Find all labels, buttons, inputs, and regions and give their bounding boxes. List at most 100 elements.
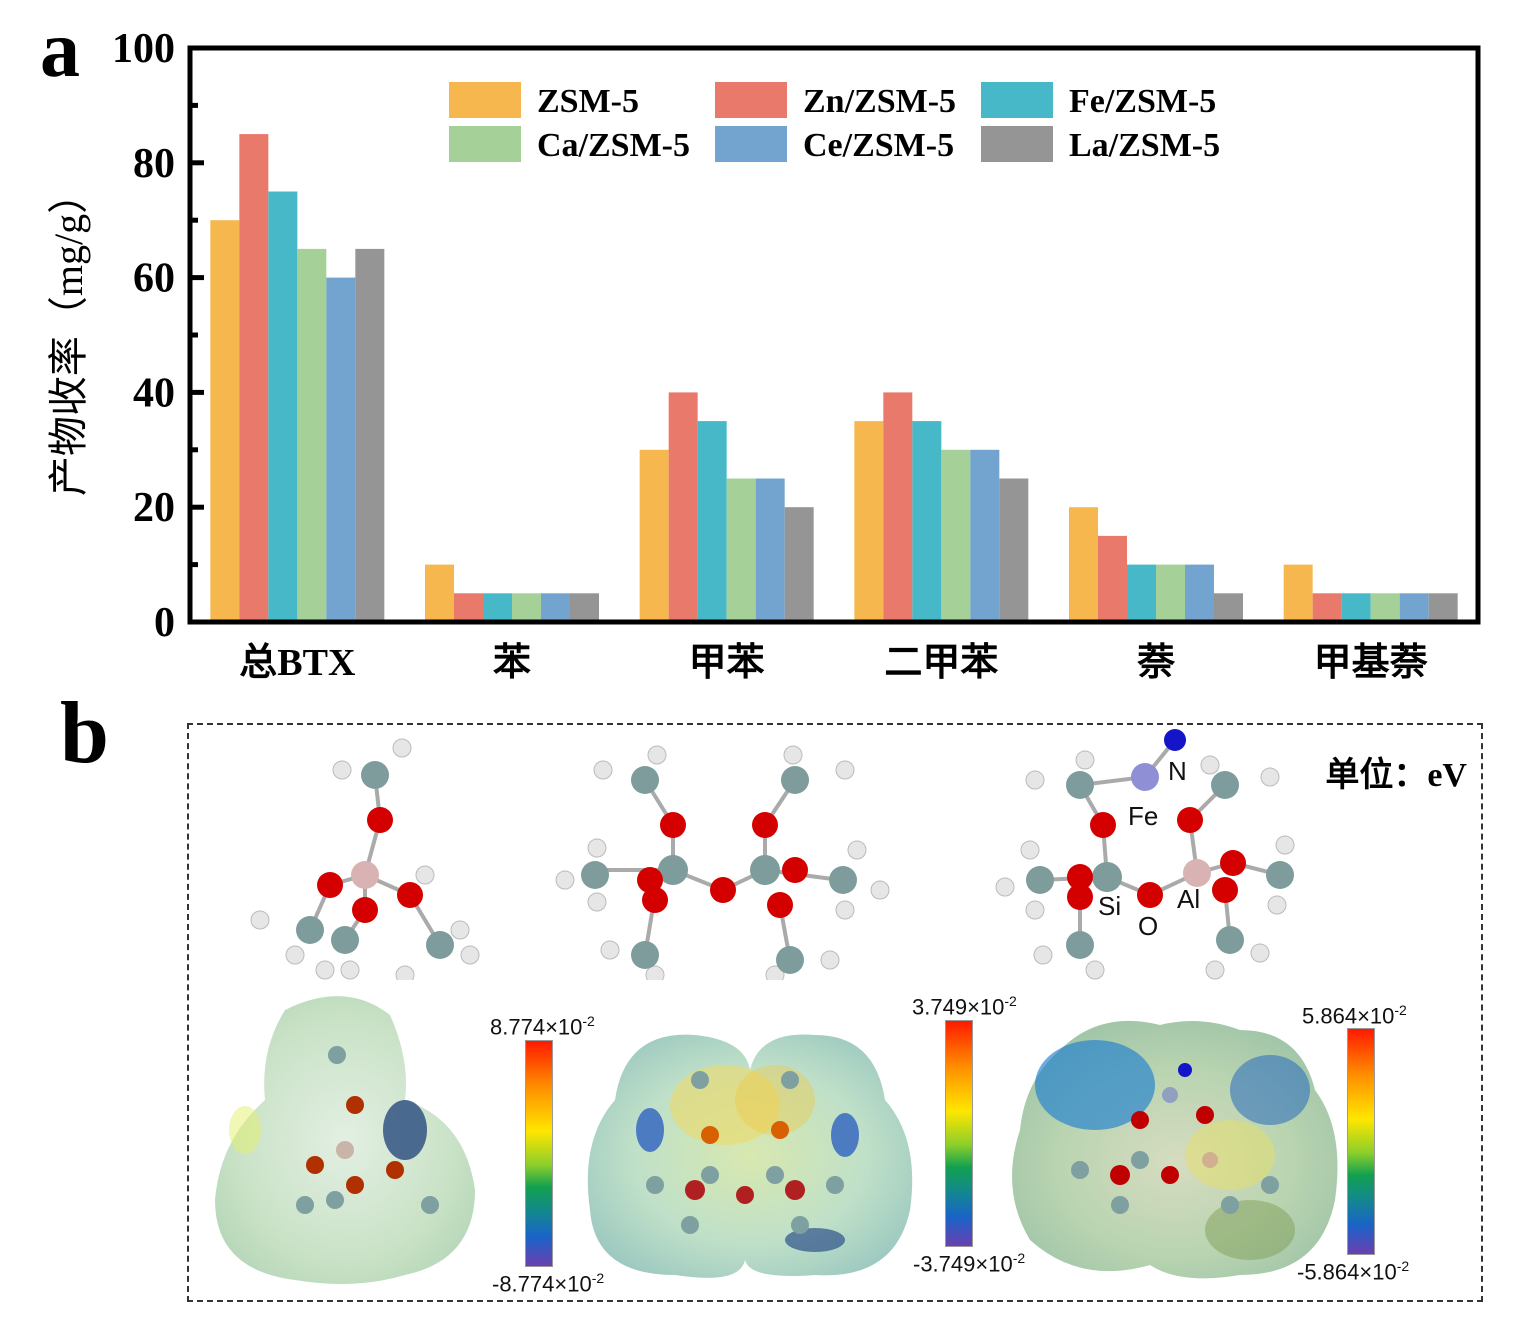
carbon-silicon-atoms bbox=[581, 766, 857, 974]
nitrogen-atom bbox=[1164, 729, 1186, 751]
legend-swatch bbox=[981, 82, 1053, 118]
bar-zn-zsm-5-3 bbox=[883, 392, 913, 622]
atom-label-n: N bbox=[1168, 756, 1187, 786]
bar-la-zsm-5-2 bbox=[784, 507, 814, 622]
oxygen-atoms bbox=[1067, 807, 1246, 910]
colorbar-3-min: -5.864×10-2 bbox=[1297, 1258, 1410, 1285]
legend-swatch bbox=[981, 126, 1053, 162]
atom-label-si: Si bbox=[1098, 891, 1121, 921]
aluminum-atom bbox=[351, 861, 379, 889]
carbon-atoms bbox=[296, 761, 454, 959]
colorbar-3-max: 5.864×10-2 bbox=[1302, 1002, 1407, 1029]
structure-3-ball-stick: N Fe Si O Al bbox=[995, 729, 1295, 980]
legend-swatch bbox=[449, 82, 521, 118]
panel-b-label: b bbox=[60, 685, 109, 782]
y-tick-label: 40 bbox=[133, 370, 175, 416]
colorbar-2-max: 3.749×10-2 bbox=[912, 993, 1017, 1020]
bar-ca-zsm-5-1 bbox=[512, 593, 541, 622]
legend-swatch bbox=[449, 126, 521, 162]
oxygen-atoms bbox=[317, 807, 423, 923]
colorbar-2 bbox=[945, 1020, 973, 1247]
panel-a-label: a bbox=[40, 6, 80, 94]
bar-zn-zsm-5-4 bbox=[1098, 535, 1127, 622]
x-tick-label: 甲苯 bbox=[689, 642, 765, 684]
atom-label-o: O bbox=[1138, 911, 1158, 941]
hydrogen-atoms bbox=[250, 738, 480, 980]
x-tick-label: 苯 bbox=[493, 642, 531, 684]
y-tick-label: 100 bbox=[112, 26, 175, 72]
bar-ca-zsm-5-5 bbox=[1370, 593, 1400, 622]
bar-ca-zsm-5-2 bbox=[726, 478, 756, 622]
legend: ZSM-5 Zn/ZSM-5 Fe/ZSM-5 Ca/ZSM-5 Ce/ZSM-5 La/… bbox=[449, 82, 1220, 164]
legend-label: Fe/ZSM-5 bbox=[1069, 83, 1216, 120]
colorbar-2-min: -3.749×10-2 bbox=[913, 1250, 1026, 1277]
atom-label-fe: Fe bbox=[1128, 801, 1158, 831]
bars-layer bbox=[210, 134, 1458, 622]
bar-fe-zsm-5-3 bbox=[912, 421, 942, 622]
bar-la-zsm-5-3 bbox=[999, 478, 1029, 622]
legend-swatch bbox=[715, 82, 787, 118]
colorbar-3 bbox=[1347, 1028, 1375, 1255]
axes-layer: 总BTX 苯 甲苯 二甲苯 萘 甲基萘 0 20 40 60 80 100 bbox=[112, 26, 1481, 684]
y-tick-label: 80 bbox=[133, 141, 175, 187]
bar-zn-zsm-5-1 bbox=[454, 593, 483, 622]
structure-2-ball-stick bbox=[555, 745, 890, 980]
legend-label: Ce/ZSM-5 bbox=[803, 127, 954, 164]
carbon-silicon-atoms bbox=[1026, 771, 1294, 959]
bar-zsm-5-0 bbox=[210, 220, 240, 622]
esp-surface-1 bbox=[215, 996, 475, 1284]
y-tick-label: 0 bbox=[154, 600, 175, 646]
bar-la-zsm-5-5 bbox=[1428, 593, 1458, 622]
esp-surface-3 bbox=[1012, 1020, 1338, 1279]
bar-ce-zsm-5-3 bbox=[970, 449, 1000, 622]
bar-chart: 总BTX 苯 甲苯 二甲苯 萘 甲基萘 0 20 40 60 80 100 ZSM-5 Zn/ZSM-5… bbox=[46, 26, 1481, 684]
x-tick-label: 萘 bbox=[1137, 642, 1176, 684]
y-axis-label: 产物收率（mg/g） bbox=[46, 174, 91, 496]
colorbar-1-min: -8.774×10-2 bbox=[492, 1270, 605, 1297]
legend-label: Ca/ZSM-5 bbox=[537, 127, 690, 164]
bar-zsm-5-5 bbox=[1283, 564, 1313, 622]
colorbar-1-max: 8.774×10-2 bbox=[490, 1013, 595, 1040]
bar-ca-zsm-5-0 bbox=[297, 248, 327, 622]
x-tick-label: 二甲苯 bbox=[884, 642, 998, 684]
oxygen-atoms bbox=[637, 812, 808, 918]
y-tick-label: 20 bbox=[133, 485, 175, 531]
bar-fe-zsm-5-1 bbox=[483, 593, 512, 622]
hydrogen-atoms bbox=[555, 745, 890, 980]
unit-label: 单位：eV bbox=[1325, 757, 1467, 794]
y-tick-label: 60 bbox=[133, 256, 175, 302]
bar-zsm-5-2 bbox=[639, 449, 669, 622]
bar-zsm-5-4 bbox=[1069, 507, 1098, 622]
bar-zn-zsm-5-0 bbox=[239, 134, 269, 622]
bar-fe-zsm-5-2 bbox=[697, 421, 727, 622]
x-tick-label: 总BTX bbox=[239, 642, 355, 684]
bar-ca-zsm-5-3 bbox=[941, 449, 971, 622]
x-tick-label: 甲基萘 bbox=[1314, 642, 1429, 684]
esp-surface-2 bbox=[587, 1034, 913, 1278]
bar-fe-zsm-5-4 bbox=[1127, 564, 1156, 622]
structure-1-ball-stick bbox=[250, 738, 480, 980]
bar-fe-zsm-5-0 bbox=[268, 191, 298, 622]
bar-fe-zsm-5-5 bbox=[1341, 593, 1371, 622]
bar-zsm-5-1 bbox=[425, 564, 454, 622]
legend-swatch bbox=[715, 126, 787, 162]
bar-la-zsm-5-0 bbox=[355, 248, 385, 622]
bar-ce-zsm-5-5 bbox=[1399, 593, 1429, 622]
bar-zn-zsm-5-2 bbox=[668, 392, 698, 622]
bar-ce-zsm-5-2 bbox=[755, 478, 785, 622]
bar-ce-zsm-5-0 bbox=[326, 277, 356, 622]
bar-la-zsm-5-4 bbox=[1214, 593, 1243, 622]
colorbar-1 bbox=[525, 1040, 553, 1267]
bar-ca-zsm-5-4 bbox=[1156, 564, 1185, 622]
atom-label-al: Al bbox=[1177, 884, 1200, 914]
hydrogen-atoms bbox=[995, 750, 1295, 980]
legend-label: ZSM-5 bbox=[537, 83, 639, 120]
panel-b-frame: 单位：eV bbox=[187, 723, 1483, 1302]
legend-label: La/ZSM-5 bbox=[1069, 127, 1220, 164]
bar-zsm-5-3 bbox=[854, 421, 884, 622]
bar-la-zsm-5-1 bbox=[570, 593, 599, 622]
iron-atom bbox=[1131, 763, 1159, 791]
bar-zn-zsm-5-5 bbox=[1312, 593, 1342, 622]
aluminum-atom bbox=[1183, 859, 1211, 887]
legend-label: Zn/ZSM-5 bbox=[803, 83, 956, 120]
